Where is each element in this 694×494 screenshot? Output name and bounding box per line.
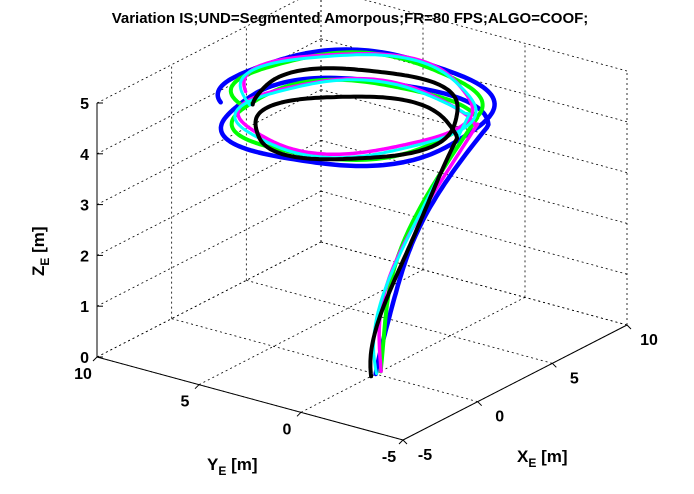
grid-wall-y-z <box>96 190 322 307</box>
y-tick-mark <box>194 384 200 390</box>
grid-wall-x-z <box>320 190 628 275</box>
z-tick-label: 3 <box>80 198 89 215</box>
x-tick-label: 5 <box>570 370 579 387</box>
y-tick-mark <box>398 439 404 445</box>
x-axis-label: XE [m] <box>517 447 568 470</box>
z-tick-label: 0 <box>80 350 89 367</box>
x-tick-mark <box>402 439 408 445</box>
y-axis-label-main: Y <box>207 455 219 474</box>
y-axis-label-unit: [m] <box>226 455 257 474</box>
grid-wall-y-z <box>96 38 322 155</box>
trajectory-series-5 <box>250 66 460 379</box>
y-tick-mark <box>92 356 98 362</box>
x-tick-mark <box>477 401 483 407</box>
grid-wall-y-z <box>96 89 322 205</box>
y-tick-label: 0 <box>283 421 292 438</box>
grid-layer <box>96 0 628 441</box>
x-axis-label-sub: E <box>528 456 536 470</box>
x-axis-label-unit: [m] <box>536 447 567 466</box>
trajectory-series-4 <box>233 53 478 376</box>
z-axis-label: ZE [m] <box>29 226 52 276</box>
x-tick-mark <box>551 362 557 368</box>
grid-wall-y-z <box>96 241 322 358</box>
y-tick-label: 10 <box>74 366 92 383</box>
x-tick-mark <box>626 324 632 330</box>
grid-floor-y <box>300 296 526 413</box>
grid-wall-y-z <box>96 0 299 104</box>
grid-wall-x-z <box>320 241 628 326</box>
chart-title: Variation IS;UND=Segmented Amorpous;FR=8… <box>112 10 589 27</box>
z-axis-label-sub: E <box>38 258 52 266</box>
trajectory-layer <box>215 47 497 379</box>
grid-floor-x <box>320 241 628 326</box>
x-axis-label-main: X <box>517 447 529 466</box>
z-axis-label-main: Z <box>29 266 48 276</box>
y-tick-label: 5 <box>181 394 190 411</box>
z-tick-label: 1 <box>80 299 89 316</box>
axes-box <box>92 102 632 445</box>
y-tick-label: -5 <box>382 449 396 466</box>
x-tick-label: 0 <box>495 409 504 426</box>
x-axis-line <box>402 324 628 441</box>
grid-wall-y-z <box>96 140 322 256</box>
x-tick-label: 10 <box>640 332 658 349</box>
grid-floor-y <box>198 269 424 386</box>
z-axis-label-unit: [m] <box>29 226 48 257</box>
y-axis-line <box>96 356 404 441</box>
z-tick-label: 2 <box>80 248 89 265</box>
y-axis-label: YE [m] <box>207 455 258 478</box>
y-tick-mark <box>296 411 302 417</box>
z-tick-label: 5 <box>80 96 89 113</box>
grid-floor-x <box>246 279 553 364</box>
z-tick-label: 4 <box>80 147 89 164</box>
x-tick-label: -5 <box>418 447 432 464</box>
y-axis-label-sub: E <box>218 464 226 478</box>
